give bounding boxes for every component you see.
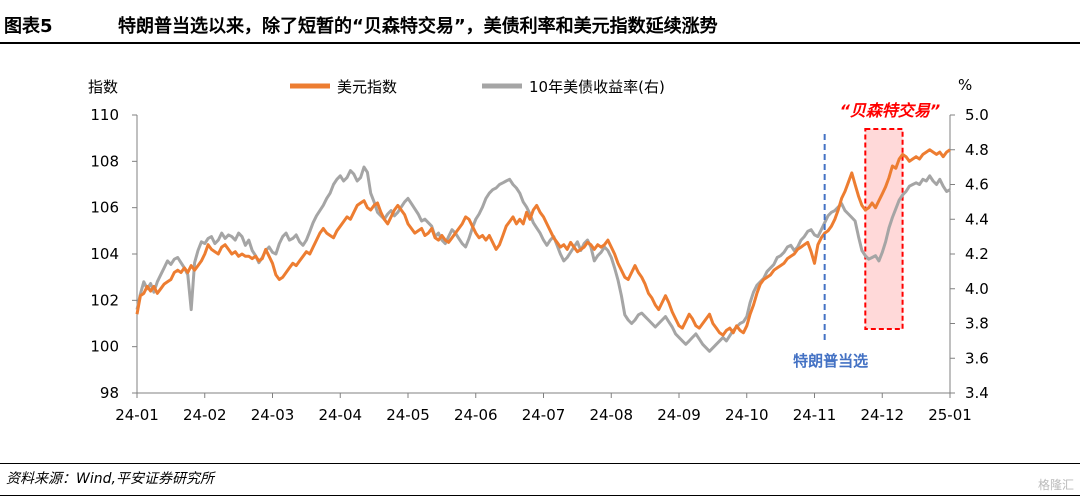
figure-label: 图表5 bbox=[4, 16, 53, 37]
x-tick-label: 24-02 bbox=[183, 406, 227, 424]
left-tick-label: 104 bbox=[90, 245, 119, 263]
watermark: 格隆汇 bbox=[1037, 478, 1074, 492]
annotations: 特朗普当选 “贝森特交易” bbox=[793, 101, 940, 370]
right-tick-label: 4.6 bbox=[965, 176, 989, 194]
figure-title: 特朗普当选以来，除了短暂的“贝森特交易”，美债利率和美元指数延续涨势 bbox=[118, 16, 718, 37]
axes: 98 100 102 104 106 108 110 3.4 3.6 3.8 4.0 4.2 4.4 4.… bbox=[90, 106, 989, 424]
x-tick-label: 24-01 bbox=[115, 406, 159, 424]
bessent-highlight bbox=[864, 128, 904, 330]
footer-rule-bottom bbox=[0, 495, 1080, 496]
legend-label-ust10y: 10年美债收益率(右) bbox=[529, 78, 665, 96]
right-tick-label: 3.6 bbox=[965, 349, 989, 367]
figure-header: 图表5 特朗普当选以来，除了短暂的“贝森特交易”，美债利率和美元指数延续涨势 bbox=[0, 0, 1080, 44]
series-line-ust10y bbox=[135, 165, 951, 353]
left-tick-label: 98 bbox=[100, 384, 119, 402]
legend-label-usd-index: 美元指数 bbox=[337, 78, 397, 96]
series-lines bbox=[135, 148, 951, 353]
left-tick-label: 108 bbox=[90, 152, 119, 170]
x-tick-label: 24-09 bbox=[657, 406, 701, 424]
right-tick-label: 4.4 bbox=[965, 210, 989, 228]
x-tick-label: 24-07 bbox=[522, 406, 566, 424]
right-tick-label: 4.2 bbox=[965, 245, 989, 263]
dual-axis-line-chart: 美元指数 10年美债收益率(右) 指数 % 98 100 102 104 106 108 1… bbox=[88, 76, 989, 424]
x-tick-label: 24-12 bbox=[860, 406, 904, 424]
bessent-box bbox=[864, 128, 904, 330]
footer-rule bbox=[0, 463, 1080, 464]
right-tick-label: 3.8 bbox=[965, 315, 989, 333]
left-tick-label: 100 bbox=[90, 338, 119, 356]
left-tick-label: 102 bbox=[90, 291, 119, 309]
source-note: 资料来源：Wind,平安证券研究所 bbox=[6, 471, 214, 487]
right-axis-title: % bbox=[958, 76, 972, 94]
x-tick-label: 24-06 bbox=[454, 406, 498, 424]
legend: 美元指数 10年美债收益率(右) bbox=[290, 78, 665, 96]
header-rule bbox=[0, 42, 1080, 44]
bessent-label: “贝森特交易” bbox=[840, 101, 941, 120]
x-tick-label: 24-11 bbox=[793, 406, 837, 424]
x-tick-label: 25-01 bbox=[928, 406, 972, 424]
x-tick-label: 24-04 bbox=[318, 406, 362, 424]
series-line-usd-index bbox=[135, 148, 951, 337]
right-tick-label: 4.0 bbox=[965, 280, 989, 298]
x-tick-label: 24-03 bbox=[251, 406, 295, 424]
election-label: 特朗普当选 bbox=[793, 352, 868, 370]
left-axis-title: 指数 bbox=[88, 78, 118, 96]
left-tick-label: 110 bbox=[90, 106, 119, 124]
right-tick-label: 5.0 bbox=[965, 106, 989, 124]
right-tick-label: 3.4 bbox=[965, 384, 989, 402]
x-tick-label: 24-08 bbox=[589, 406, 633, 424]
x-tick-label: 24-10 bbox=[725, 406, 769, 424]
left-tick-label: 106 bbox=[90, 199, 119, 217]
right-tick-label: 4.8 bbox=[965, 141, 989, 159]
x-tick-label: 24-05 bbox=[386, 406, 430, 424]
